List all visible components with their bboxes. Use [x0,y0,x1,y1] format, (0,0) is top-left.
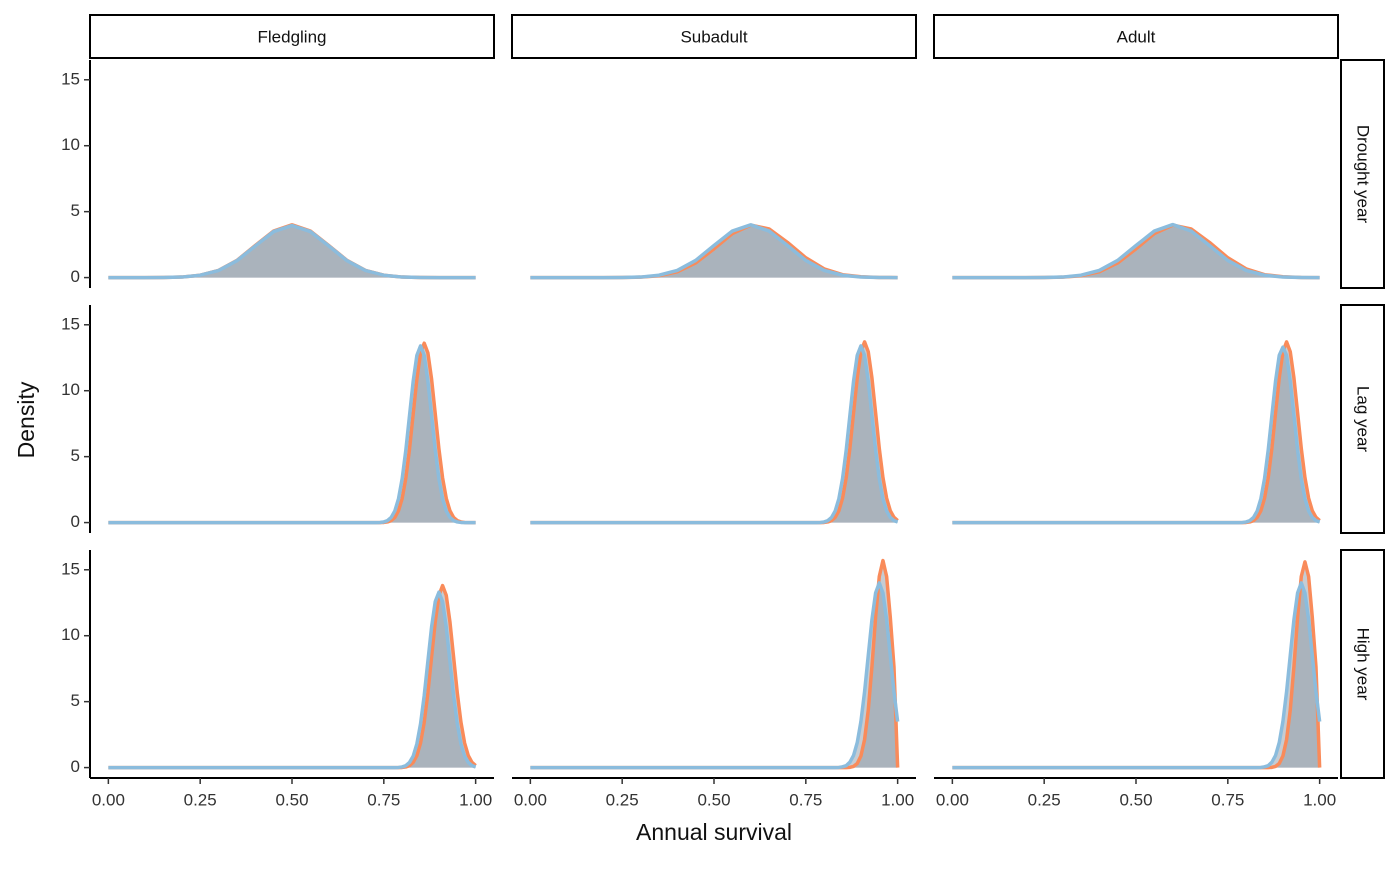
density-line [530,344,899,525]
y-tick-label: 15 [61,314,80,333]
row-strip: High year [1340,549,1385,779]
strip-box [1340,59,1385,289]
density-area [108,345,476,523]
density-line [108,344,476,525]
row-strip-label: High year [1354,628,1373,701]
x-tick-label: 0.50 [697,790,730,809]
density-area [530,582,898,768]
x-tick-label: 1.00 [459,790,492,809]
y-tick-label: 15 [61,559,80,578]
x-tick-label: 0.75 [1211,790,1244,809]
y-tick-label: 0 [71,757,80,776]
x-tick-label: 0.75 [367,790,400,809]
density-area [530,224,898,278]
density-area [952,582,1320,768]
column-strip-label: Subadult [680,27,747,46]
y-tick-label: 0 [71,267,80,286]
x-tick-label: 1.00 [1303,790,1336,809]
column-strip: Fledgling [89,14,495,59]
density-line [952,560,1322,770]
column-strip: Adult [933,14,1339,59]
column-strip-label: Adult [1117,27,1156,46]
y-tick-label: 10 [61,625,80,644]
row-strip: Drought year [1340,59,1385,289]
y-axis-title: Density [13,381,39,458]
column-strip: Subadult [511,14,917,59]
density-line [530,340,899,525]
x-tick-label: 0.50 [275,790,308,809]
x-tick-label: 0.75 [789,790,822,809]
row-strip-label: Drought year [1354,125,1373,224]
strip-box [1340,549,1385,779]
strip-box [89,14,495,59]
density-line [530,581,900,770]
y-tick-label: 0 [71,512,80,531]
x-tick-label: 0.25 [1028,790,1061,809]
y-tick-label: 5 [71,446,80,465]
y-tick-label: 5 [71,201,80,220]
y-tick-label: 10 [61,380,80,399]
x-tick-label: 0.00 [514,790,547,809]
x-tick-label: 0.00 [936,790,969,809]
x-axis-title: Annual survival [636,819,792,845]
density-line [108,583,477,770]
density-line [108,223,476,280]
x-tick-label: 0.25 [606,790,639,809]
density-line [108,590,477,770]
y-tick-label: 5 [71,691,80,710]
density-line [952,581,1322,770]
density-area [530,560,898,768]
density-area [108,592,476,768]
column-strip-label: Fledgling [258,27,327,46]
density-area [952,347,1320,523]
y-tick-label: 15 [61,69,80,88]
density-area [952,224,1320,278]
strip-box [933,14,1339,59]
row-strip: Lag year [1340,304,1385,534]
density-line [952,345,1321,525]
density-line [530,223,898,280]
density-line [952,222,1320,280]
density-line [530,558,900,770]
x-tick-label: 0.00 [92,790,125,809]
row-strip-label: Lag year [1354,386,1373,452]
density-area [952,561,1320,768]
y-tick-label: 10 [61,135,80,154]
x-tick-label: 0.50 [1119,790,1152,809]
x-tick-label: 0.25 [184,790,217,809]
x-tick-label: 1.00 [881,790,914,809]
density-line [952,340,1321,525]
strip-box [1340,304,1385,534]
strip-box [511,14,917,59]
density-area [108,225,476,278]
